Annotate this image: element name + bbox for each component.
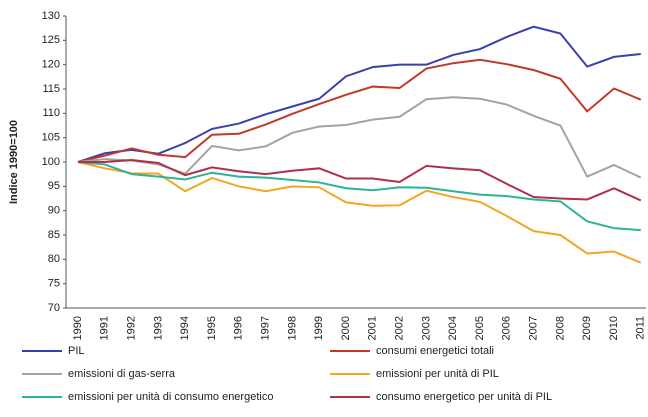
x-tick-label: 2010 bbox=[608, 316, 620, 340]
x-tick-label: 2009 bbox=[581, 316, 593, 340]
x-tick-label: 2005 bbox=[474, 316, 486, 340]
x-tick-label: 2008 bbox=[554, 316, 566, 340]
y-tick-label: 75 bbox=[48, 278, 60, 290]
y-tick-label: 80 bbox=[48, 253, 60, 265]
legend-label: emissioni di gas-serra bbox=[68, 368, 176, 380]
x-tick-label: 1990 bbox=[72, 316, 84, 340]
x-tick-label: 2006 bbox=[501, 316, 513, 340]
x-tick-label: 1994 bbox=[179, 316, 191, 340]
series-line bbox=[77, 161, 641, 232]
y-tick-label: 105 bbox=[42, 132, 60, 144]
x-tick-label: 2004 bbox=[447, 316, 459, 340]
x-tick-label: 1998 bbox=[286, 316, 298, 340]
x-tick-label: 1997 bbox=[260, 316, 272, 340]
x-tick-label: 2002 bbox=[394, 316, 406, 340]
series-line bbox=[77, 161, 642, 264]
series-line bbox=[78, 159, 642, 202]
y-tick-label: 120 bbox=[42, 59, 60, 71]
y-tick-label: 70 bbox=[48, 302, 60, 314]
y-tick-label: 110 bbox=[42, 107, 60, 119]
series-line bbox=[77, 58, 642, 163]
y-tick-label: 125 bbox=[42, 34, 60, 46]
legend-label: PIL bbox=[68, 345, 85, 357]
x-tick-label: 2000 bbox=[340, 316, 352, 340]
y-axis-label: Indice 1990=100 bbox=[8, 120, 20, 204]
y-tick-label: 130 bbox=[42, 10, 60, 22]
x-tick-label: 2007 bbox=[528, 316, 540, 340]
x-tick-label: 2003 bbox=[420, 316, 432, 340]
x-tick-label: 1992 bbox=[126, 316, 138, 340]
legend-label: consumo energetico per unità di PIL bbox=[376, 391, 552, 403]
y-tick-label: 115 bbox=[42, 83, 60, 95]
y-tick-label: 90 bbox=[48, 205, 60, 217]
x-tick-label: 1996 bbox=[233, 316, 245, 340]
legend-label: emissioni per unità di consumo energetic… bbox=[68, 391, 273, 403]
y-tick-label: 95 bbox=[48, 180, 60, 192]
x-tick-label: 1991 bbox=[99, 316, 111, 340]
x-tick-label: 2011 bbox=[635, 316, 647, 340]
y-tick-label: 100 bbox=[42, 156, 60, 168]
x-tick-label: 2001 bbox=[367, 316, 379, 340]
legend-label: consumi energetici totali bbox=[376, 345, 494, 357]
x-tick-label: 1995 bbox=[206, 316, 218, 340]
x-tick-label: 1993 bbox=[152, 316, 164, 340]
x-tick-label: 1999 bbox=[313, 316, 325, 340]
y-tick-label: 85 bbox=[48, 229, 60, 241]
legend-label: emissioni per unità di PIL bbox=[376, 368, 499, 380]
series-line bbox=[77, 25, 641, 163]
